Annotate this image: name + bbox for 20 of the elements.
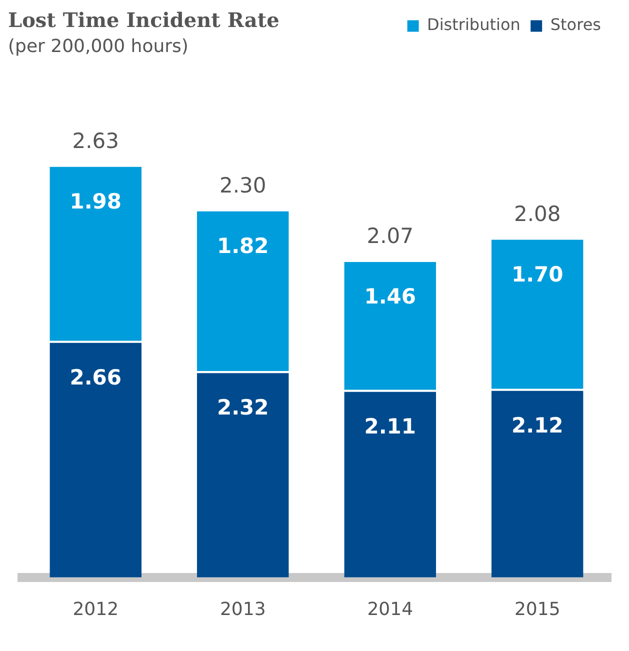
data-label: 1.70 [511,262,564,286]
data-label: 2.32 [216,396,269,420]
x-tick-label: 2014 [367,598,414,620]
legend-label: Distribution [427,15,520,34]
data-label: 1.46 [364,284,416,308]
x-tick-label: 2012 [72,598,119,620]
annotation: 2.30 [219,173,266,198]
x-tick-label: 2013 [220,598,266,620]
chart-title: Lost Time Incident Rate [8,8,280,32]
x-tick-label: 2015 [514,598,560,620]
data-label: 2.11 [364,414,416,438]
annotation: 2.07 [366,224,414,248]
chart-subtitle: (per 200,000 hours) [8,36,190,57]
legend-label: Stores [550,15,601,34]
data-label: 1.82 [216,234,269,258]
data-label: 1.98 [70,189,122,214]
data-label: 2.66 [70,365,122,390]
annotation: 2.08 [514,202,561,226]
data-label: 2.12 [511,413,564,438]
annotation: 2.63 [72,128,120,153]
